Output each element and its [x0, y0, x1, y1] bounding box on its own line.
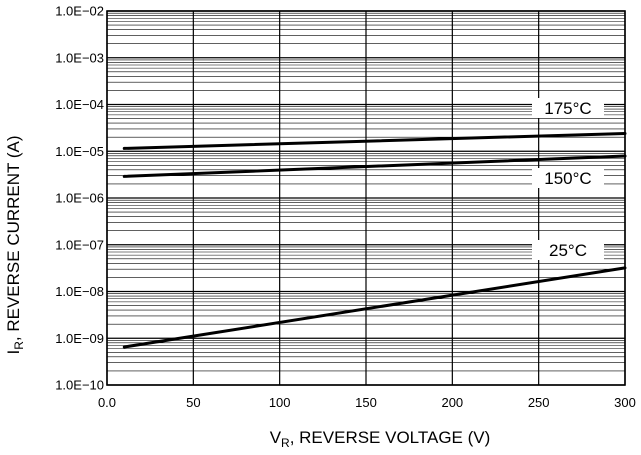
x-tick-label: 50 — [186, 395, 200, 410]
y-axis-title: IR, REVERSE CURRENT (A) — [4, 135, 26, 354]
series-label-background — [532, 98, 604, 118]
x-tick-label: 0.0 — [98, 395, 116, 410]
series-labels: 175°C 150°C 25°C — [532, 98, 604, 260]
y-tick-label: 1.0E−04 — [55, 97, 104, 112]
x-tick-label: 150 — [355, 395, 377, 410]
series-label-background — [532, 168, 604, 188]
x-axis-title-main: V — [270, 428, 282, 447]
y-tick-label: 1.0E−07 — [55, 237, 104, 252]
y-tick-label: 1.0E−03 — [55, 50, 104, 65]
x-tick-labels: 0.0 50 100 150 200 250 300 — [98, 395, 636, 410]
x-axis-title-rest: , REVERSE VOLTAGE (V) — [290, 428, 491, 447]
series-line — [122, 154, 627, 178]
y-tick-label: 1.0E−06 — [55, 191, 104, 206]
y-tick-label: 1.0E−10 — [55, 378, 104, 393]
series-label: 150°C — [544, 169, 591, 188]
x-tick-label: 250 — [528, 395, 550, 410]
x-axis-title: VR, REVERSE VOLTAGE (V) — [270, 428, 491, 450]
series-label: 175°C — [544, 99, 591, 118]
series-label-background — [532, 240, 604, 260]
plot-area-border — [106, 10, 626, 386]
y-tick-labels: 1.0E−02 1.0E−03 1.0E−04 1.0E−05 1.0E−06 1.0E−… — [55, 4, 104, 393]
y-tick-label: 1.0E−09 — [55, 331, 104, 346]
x-tick-label: 100 — [269, 395, 291, 410]
x-axis-title-subscript: R — [281, 436, 290, 450]
y-axis-title-main: I — [4, 350, 23, 355]
y-tick-label: 1.0E−08 — [55, 284, 104, 299]
x-tick-label: 200 — [441, 395, 463, 410]
y-tick-label: 1.0E−05 — [55, 144, 104, 159]
series-label: 25°C — [549, 241, 587, 260]
x-tick-label: 300 — [614, 395, 636, 410]
series-line — [122, 266, 627, 349]
y-tick-label: 1.0E−02 — [55, 4, 104, 19]
y-axis-title-rest: , REVERSE CURRENT (A) — [4, 135, 23, 341]
series-line — [122, 131, 627, 150]
series-lines — [122, 131, 627, 349]
y-axis-title-subscript: R — [12, 341, 26, 350]
